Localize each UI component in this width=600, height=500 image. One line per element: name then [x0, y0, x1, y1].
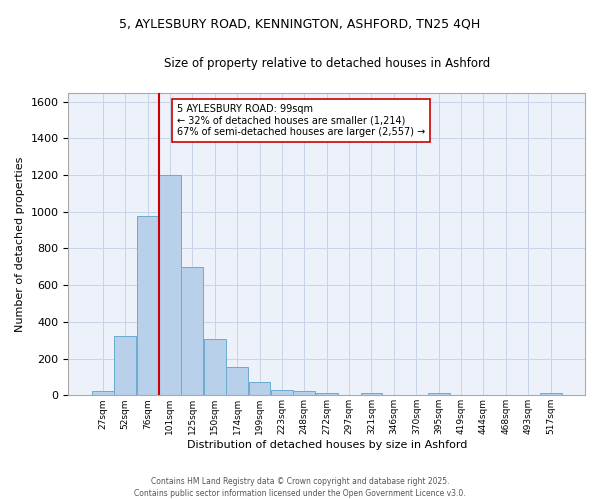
- Text: 5 AYLESBURY ROAD: 99sqm
← 32% of detached houses are smaller (1,214)
67% of semi: 5 AYLESBURY ROAD: 99sqm ← 32% of detache…: [176, 104, 425, 136]
- Bar: [428, 394, 449, 396]
- Bar: [137, 216, 158, 396]
- Bar: [248, 382, 271, 396]
- Bar: [316, 394, 338, 396]
- X-axis label: Distribution of detached houses by size in Ashford: Distribution of detached houses by size …: [187, 440, 467, 450]
- Bar: [226, 367, 248, 396]
- Y-axis label: Number of detached properties: Number of detached properties: [15, 156, 25, 332]
- Bar: [204, 340, 226, 396]
- Bar: [92, 390, 113, 396]
- Text: 5, AYLESBURY ROAD, KENNINGTON, ASHFORD, TN25 4QH: 5, AYLESBURY ROAD, KENNINGTON, ASHFORD, …: [119, 18, 481, 30]
- Title: Size of property relative to detached houses in Ashford: Size of property relative to detached ho…: [164, 58, 490, 70]
- Bar: [271, 390, 293, 396]
- Bar: [361, 394, 382, 396]
- Bar: [181, 267, 203, 396]
- Bar: [540, 394, 562, 396]
- Bar: [159, 175, 181, 396]
- Bar: [293, 390, 315, 396]
- Bar: [114, 336, 136, 396]
- Text: Contains HM Land Registry data © Crown copyright and database right 2025.
Contai: Contains HM Land Registry data © Crown c…: [134, 476, 466, 498]
